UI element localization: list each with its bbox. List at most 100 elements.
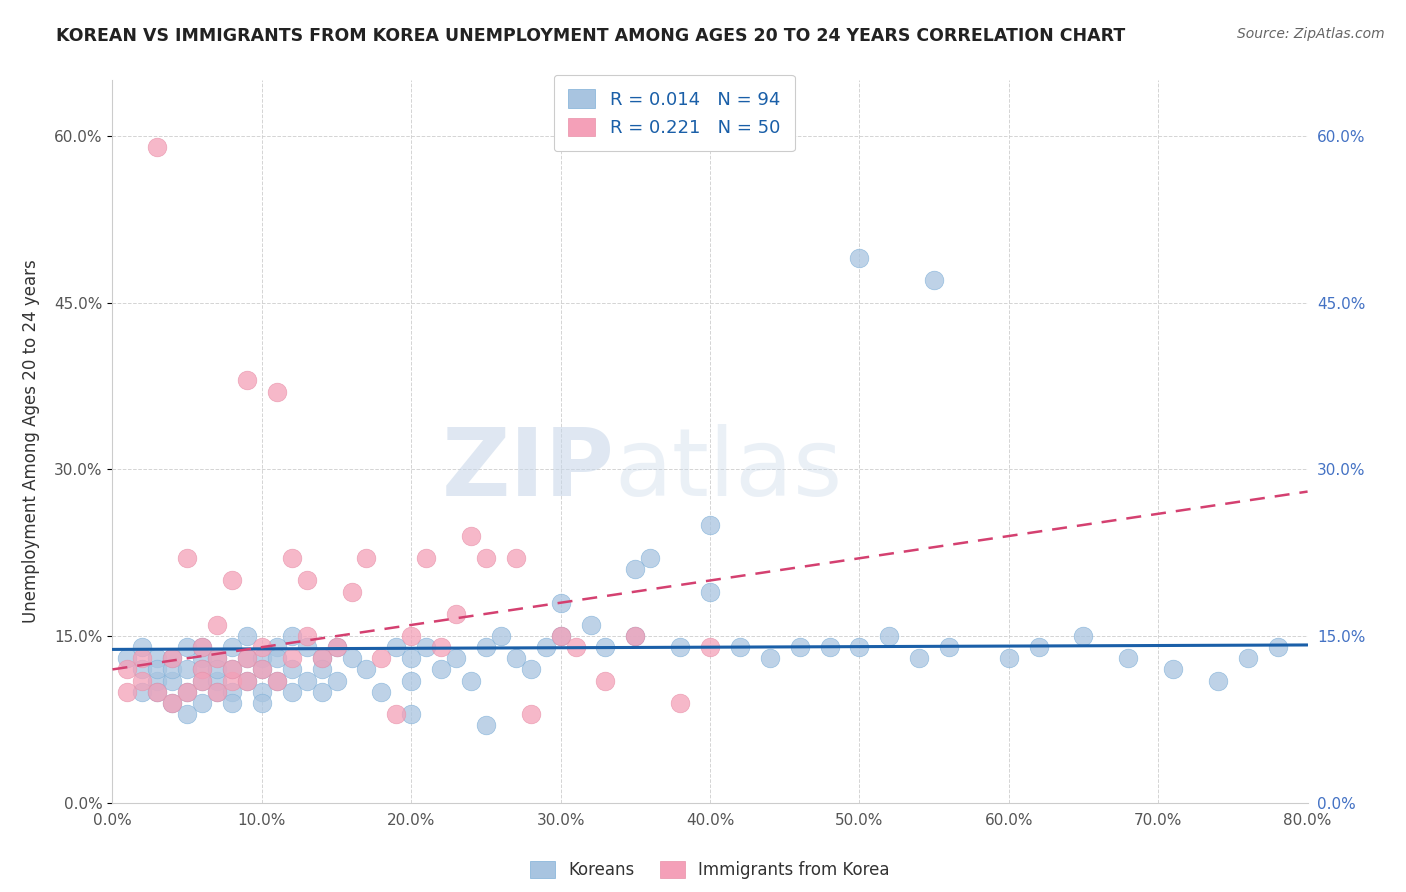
- Point: [818, 640, 841, 655]
- Point: [205, 618, 228, 632]
- Point: [221, 662, 243, 676]
- Point: [281, 662, 304, 676]
- Point: [250, 662, 273, 676]
- Point: [340, 584, 363, 599]
- Point: [250, 651, 273, 665]
- Point: [176, 662, 198, 676]
- Point: [699, 517, 721, 532]
- Point: [505, 651, 527, 665]
- Point: [370, 684, 392, 698]
- Point: [205, 673, 228, 688]
- Point: [117, 662, 139, 676]
- Point: [146, 684, 169, 698]
- Point: [176, 684, 198, 698]
- Point: [1206, 673, 1229, 688]
- Y-axis label: Unemployment Among Ages 20 to 24 years: Unemployment Among Ages 20 to 24 years: [22, 260, 41, 624]
- Point: [146, 140, 169, 154]
- Point: [848, 251, 870, 265]
- Point: [550, 629, 572, 643]
- Point: [205, 684, 228, 698]
- Point: [624, 562, 647, 576]
- Point: [444, 651, 467, 665]
- Point: [728, 640, 751, 655]
- Point: [236, 629, 259, 643]
- Point: [295, 640, 318, 655]
- Point: [162, 673, 183, 688]
- Legend: Koreans, Immigrants from Korea: Koreans, Immigrants from Korea: [523, 855, 897, 886]
- Point: [550, 596, 572, 610]
- Point: [505, 551, 527, 566]
- Point: [922, 273, 945, 287]
- Point: [520, 662, 543, 676]
- Point: [250, 684, 273, 698]
- Point: [191, 640, 214, 655]
- Point: [401, 706, 423, 721]
- Point: [131, 662, 153, 676]
- Point: [250, 640, 273, 655]
- Point: [430, 662, 453, 676]
- Point: [699, 640, 721, 655]
- Point: [236, 673, 259, 688]
- Point: [221, 640, 243, 655]
- Point: [311, 651, 333, 665]
- Point: [669, 640, 692, 655]
- Point: [281, 651, 304, 665]
- Point: [191, 651, 214, 665]
- Point: [191, 662, 214, 676]
- Point: [1073, 629, 1095, 643]
- Point: [205, 684, 228, 698]
- Point: [266, 640, 288, 655]
- Point: [221, 696, 243, 710]
- Point: [579, 618, 602, 632]
- Point: [475, 718, 498, 732]
- Point: [191, 662, 214, 676]
- Point: [236, 373, 259, 387]
- Point: [146, 684, 169, 698]
- Point: [1267, 640, 1289, 655]
- Text: atlas: atlas: [614, 425, 842, 516]
- Point: [162, 696, 183, 710]
- Point: [460, 673, 482, 688]
- Point: [475, 551, 498, 566]
- Point: [311, 651, 333, 665]
- Point: [908, 651, 931, 665]
- Point: [295, 629, 318, 643]
- Point: [162, 651, 183, 665]
- Point: [131, 651, 153, 665]
- Point: [534, 640, 557, 655]
- Point: [759, 651, 782, 665]
- Point: [250, 662, 273, 676]
- Point: [295, 673, 318, 688]
- Point: [325, 640, 347, 655]
- Point: [325, 640, 347, 655]
- Point: [176, 684, 198, 698]
- Point: [699, 584, 721, 599]
- Point: [564, 640, 586, 655]
- Point: [415, 551, 437, 566]
- Point: [176, 706, 198, 721]
- Point: [879, 629, 901, 643]
- Point: [1028, 640, 1050, 655]
- Point: [311, 684, 333, 698]
- Point: [236, 673, 259, 688]
- Point: [550, 629, 572, 643]
- Point: [340, 651, 363, 665]
- Point: [475, 640, 498, 655]
- Point: [131, 673, 153, 688]
- Point: [295, 574, 318, 588]
- Point: [311, 662, 333, 676]
- Point: [176, 551, 198, 566]
- Point: [669, 696, 692, 710]
- Point: [146, 651, 169, 665]
- Point: [401, 673, 423, 688]
- Point: [221, 673, 243, 688]
- Point: [266, 673, 288, 688]
- Point: [595, 673, 617, 688]
- Point: [1161, 662, 1184, 676]
- Point: [460, 529, 482, 543]
- Point: [191, 640, 214, 655]
- Point: [221, 662, 243, 676]
- Point: [221, 574, 243, 588]
- Point: [370, 651, 392, 665]
- Point: [146, 673, 169, 688]
